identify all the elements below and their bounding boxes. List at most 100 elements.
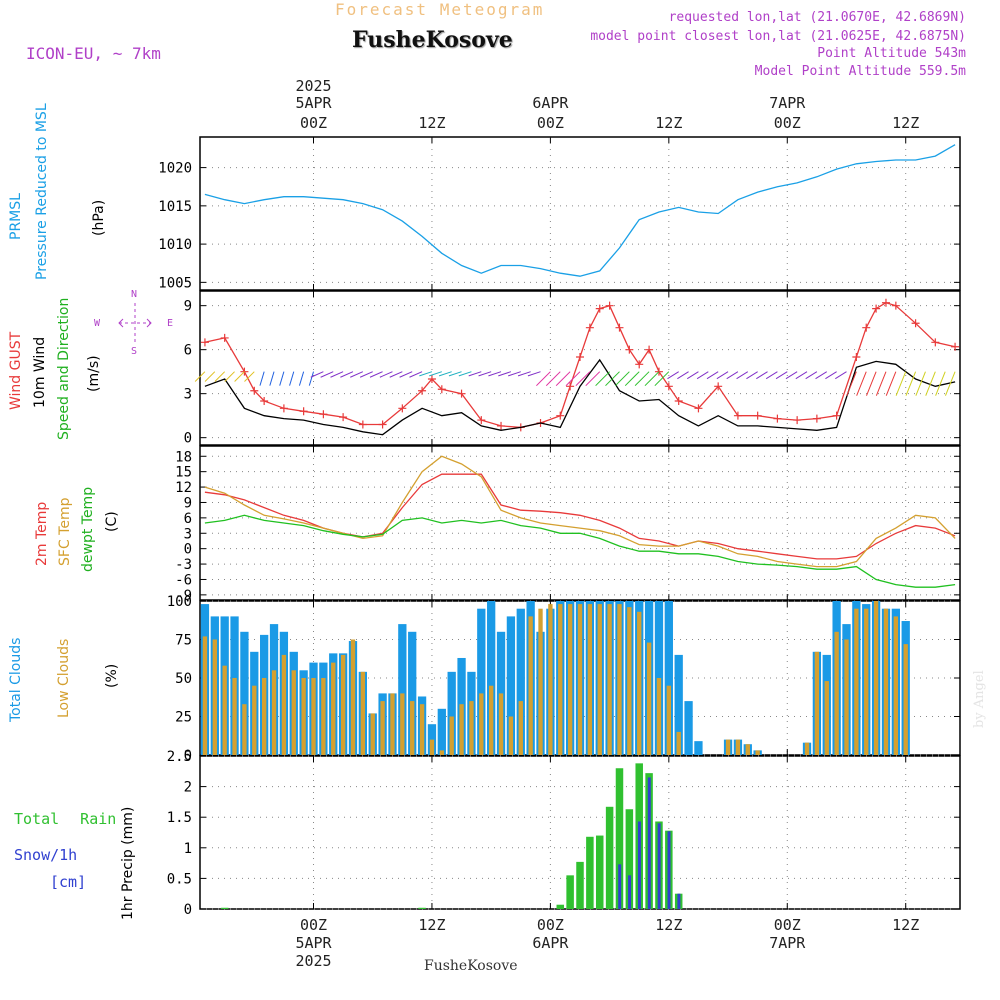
- total-cloud-bar: [200, 604, 210, 755]
- gust-marker: [694, 404, 703, 413]
- total-cloud-bar: [565, 601, 575, 755]
- total-cloud-bar: [210, 616, 219, 755]
- point-altitude: Point Altitude 543m: [817, 46, 966, 61]
- temperature-ytick-label: -6: [175, 572, 192, 588]
- total-cloud-bar: [536, 631, 545, 755]
- wind-ytick-label: 3: [184, 387, 192, 403]
- top-time-label: 00Z: [300, 114, 327, 132]
- gust-marker: [654, 367, 663, 376]
- compass-n: N: [131, 289, 138, 300]
- top-time-label: 12Z: [892, 114, 919, 132]
- rain-bar: [655, 821, 663, 909]
- gust-marker: [635, 360, 644, 369]
- gust-marker: [733, 411, 742, 420]
- bottom-year-label: 2025: [295, 952, 331, 970]
- low-cloud-bar: [607, 604, 612, 755]
- wind-arrow: [298, 371, 305, 386]
- wind-arrow: [330, 371, 344, 378]
- compass-s: S: [131, 346, 138, 357]
- wind-arrow: [234, 371, 245, 382]
- low-cloud-bar: [242, 704, 247, 755]
- low-cloud-bar: [360, 671, 366, 755]
- total-cloud-bar: [250, 651, 259, 755]
- wind-arrow: [686, 371, 699, 380]
- total-cloud-bar: [260, 634, 269, 755]
- pressure-desc-label: Pressure Reduced to MSL: [34, 103, 50, 280]
- total-cloud-bar: [822, 654, 831, 755]
- clouds-ytick-label: 0: [184, 748, 192, 764]
- low-cloud-bar: [261, 678, 267, 755]
- wind-arrow: [925, 371, 936, 396]
- wind-ytick-label: 9: [184, 299, 192, 315]
- gust-marker: [951, 342, 960, 351]
- gust-marker: [319, 410, 328, 419]
- top-year-label: 2025: [295, 77, 331, 95]
- total-cloud-bar: [802, 742, 812, 755]
- wind-arrow: [369, 371, 383, 378]
- sfc-temp-label: SFC Temp: [57, 497, 73, 566]
- wind-arrow: [696, 371, 709, 380]
- total-cloud-bar: [269, 624, 279, 755]
- low-cloud-bar: [281, 654, 287, 755]
- gust-line: [204, 301, 956, 429]
- total-cloud-bar: [832, 601, 841, 755]
- low-cloud-bar: [755, 750, 760, 755]
- temperature-ytick-label: 0: [184, 542, 192, 558]
- low-cloud-bar: [577, 604, 583, 755]
- total-cloud-bar: [506, 616, 516, 755]
- pressure-name-label: PRMSL: [8, 193, 24, 240]
- total-cloud-bar: [575, 601, 585, 755]
- low-cloud-bar: [558, 604, 563, 755]
- rain-bar: [418, 907, 426, 909]
- rain-bar: [625, 809, 634, 909]
- low-cloud-bar: [301, 678, 306, 755]
- wind-arrow: [846, 371, 857, 396]
- bottom-time-label: 12Z: [655, 916, 682, 934]
- total-cloud-bar: [338, 653, 348, 755]
- wind-gust-label: Wind GUST: [8, 331, 24, 410]
- compass-e: E: [167, 318, 174, 329]
- precip-ytick-label: 1: [184, 841, 192, 857]
- top-time-label: 12Z: [655, 114, 682, 132]
- credit-watermark: by Angel: [972, 670, 987, 728]
- wind-arrow: [726, 371, 739, 380]
- wind-arrow: [746, 371, 758, 380]
- low-cloud-bar: [548, 604, 553, 755]
- wind-arrow: [399, 371, 413, 378]
- rain-bar: [556, 904, 565, 909]
- pressure-panel-frame: [199, 136, 961, 291]
- rain-bar: [615, 768, 624, 909]
- wind-arrow: [498, 371, 512, 377]
- wind-arrow: [595, 371, 610, 387]
- wind-arrow: [856, 371, 867, 396]
- total-cloud-bar: [891, 608, 900, 755]
- low-cloud-bar: [725, 739, 731, 755]
- low-cloud-bar: [735, 739, 741, 755]
- gust-marker: [220, 333, 229, 342]
- clouds-ytick-label: 75: [175, 633, 192, 649]
- temperature-ytick-label: 3: [184, 526, 192, 542]
- compass-w: W: [94, 318, 101, 329]
- low-cloud-bar: [567, 604, 573, 755]
- gust-marker: [605, 301, 614, 310]
- total-cloud-bar: [812, 651, 822, 755]
- gust-marker: [279, 404, 288, 413]
- temperature-ytick-label: 9: [184, 495, 192, 511]
- clouds-ytick-label: 100: [167, 594, 192, 610]
- wind-arrow: [945, 371, 956, 396]
- low-cloud-bar: [637, 611, 642, 755]
- wind-arrow: [716, 371, 729, 380]
- low-cloud-bar: [439, 750, 444, 755]
- low-cloud-bar: [676, 731, 681, 755]
- wind-arrow: [389, 371, 403, 378]
- total-cloud-bar: [348, 641, 358, 755]
- wind-arrow: [565, 371, 581, 387]
- wind-arrow: [935, 371, 946, 396]
- rain-bar: [635, 763, 643, 909]
- wind-arrow: [458, 371, 472, 377]
- total-cloud-bar: [871, 601, 881, 755]
- low-cloud-bar: [864, 608, 869, 755]
- gust-marker: [477, 416, 486, 425]
- low-cloud-bar: [469, 701, 474, 755]
- gust-marker: [566, 382, 575, 391]
